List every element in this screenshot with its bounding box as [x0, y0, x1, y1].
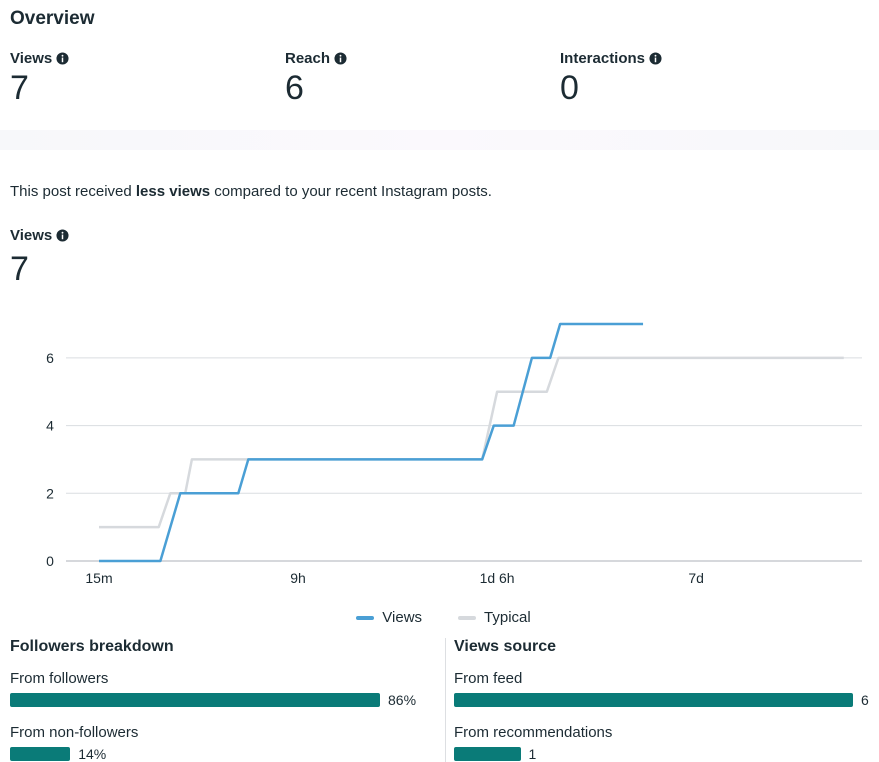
overview-title: Overview [10, 8, 95, 29]
comparison-suffix: compared to your recent Instagram posts. [210, 183, 492, 200]
chart-views-label-text: Views [10, 227, 53, 244]
row-label: From recommendations [454, 724, 613, 741]
series-line-typical [99, 356, 844, 529]
bar-from-recommendations [454, 747, 521, 761]
metric-label: Views [10, 50, 53, 67]
legend-swatch-typical [458, 615, 477, 620]
metric-value: 0 [560, 69, 579, 107]
bar-value: 1 [528, 746, 537, 762]
column-divider [445, 638, 446, 762]
chart-y-ticks: 0 2 4 6 [46, 350, 54, 569]
x-tick-label: 15m [85, 570, 112, 586]
y-tick-label: 0 [46, 553, 54, 569]
metric-reach: Reach 6 [285, 50, 347, 105]
views-line-chart: 0 2 4 6 15m 9h 1d 6h 7d [46, 322, 862, 586]
bar-value: 6 [861, 692, 869, 708]
followers-breakdown: Followers breakdown From followers 86% F… [10, 638, 430, 762]
metric-label: Reach [285, 50, 331, 67]
x-tick-label: 1d 6h [480, 570, 515, 586]
comparison-prefix: This post received [10, 183, 136, 200]
bar-row: 14% [10, 746, 430, 762]
row-label: From non-followers [10, 724, 139, 741]
chart-views-value: 7 [10, 250, 29, 288]
comparison-emphasis: less views [135, 183, 211, 200]
row-label: From feed [454, 670, 523, 687]
metric-label: Interactions [560, 50, 646, 67]
metric-views: Views 7 [10, 50, 69, 105]
legend-label: Views [382, 609, 423, 626]
section-divider [0, 130, 879, 150]
info-icon[interactable] [649, 52, 662, 65]
bar-from-non-followers [10, 747, 71, 761]
legend-item-views[interactable]: Views [356, 609, 422, 626]
legend-label: Typical [484, 609, 531, 626]
bar-value: 14% [78, 746, 107, 762]
metric-value: 6 [285, 69, 304, 107]
x-tick-label: 9h [290, 570, 306, 586]
info-icon[interactable] [56, 52, 69, 65]
section-title: Views source [454, 638, 556, 655]
bar-row: 86% [10, 692, 430, 708]
info-icon[interactable] [334, 52, 347, 65]
bar-from-followers [10, 693, 380, 707]
metric-interactions: Interactions 0 [560, 50, 662, 105]
legend-item-typical[interactable]: Typical [458, 609, 531, 626]
bar-row: 6 [454, 692, 874, 708]
legend-swatch-views [356, 615, 375, 620]
chart-x-ticks: 15m 9h 1d 6h 7d [85, 570, 704, 586]
y-tick-label: 6 [46, 350, 54, 366]
chart-views-label: Views [10, 227, 69, 244]
info-icon[interactable] [56, 229, 69, 242]
bar-value: 86% [388, 692, 417, 708]
x-tick-label: 7d [688, 570, 704, 586]
bar-from-feed [454, 693, 853, 707]
chart-legend: Views Typical [0, 609, 879, 626]
comparison-text: This post received less views compared t… [10, 183, 492, 200]
views-source: Views source From feed 6 From recommenda… [454, 638, 874, 762]
metric-value: 7 [10, 69, 29, 107]
y-tick-label: 4 [46, 418, 54, 434]
series-line-views [99, 322, 644, 563]
row-label: From followers [10, 670, 109, 687]
section-title: Followers breakdown [10, 638, 174, 655]
y-tick-label: 2 [46, 485, 54, 501]
bar-row: 1 [454, 746, 874, 762]
chart-lines [99, 322, 844, 563]
